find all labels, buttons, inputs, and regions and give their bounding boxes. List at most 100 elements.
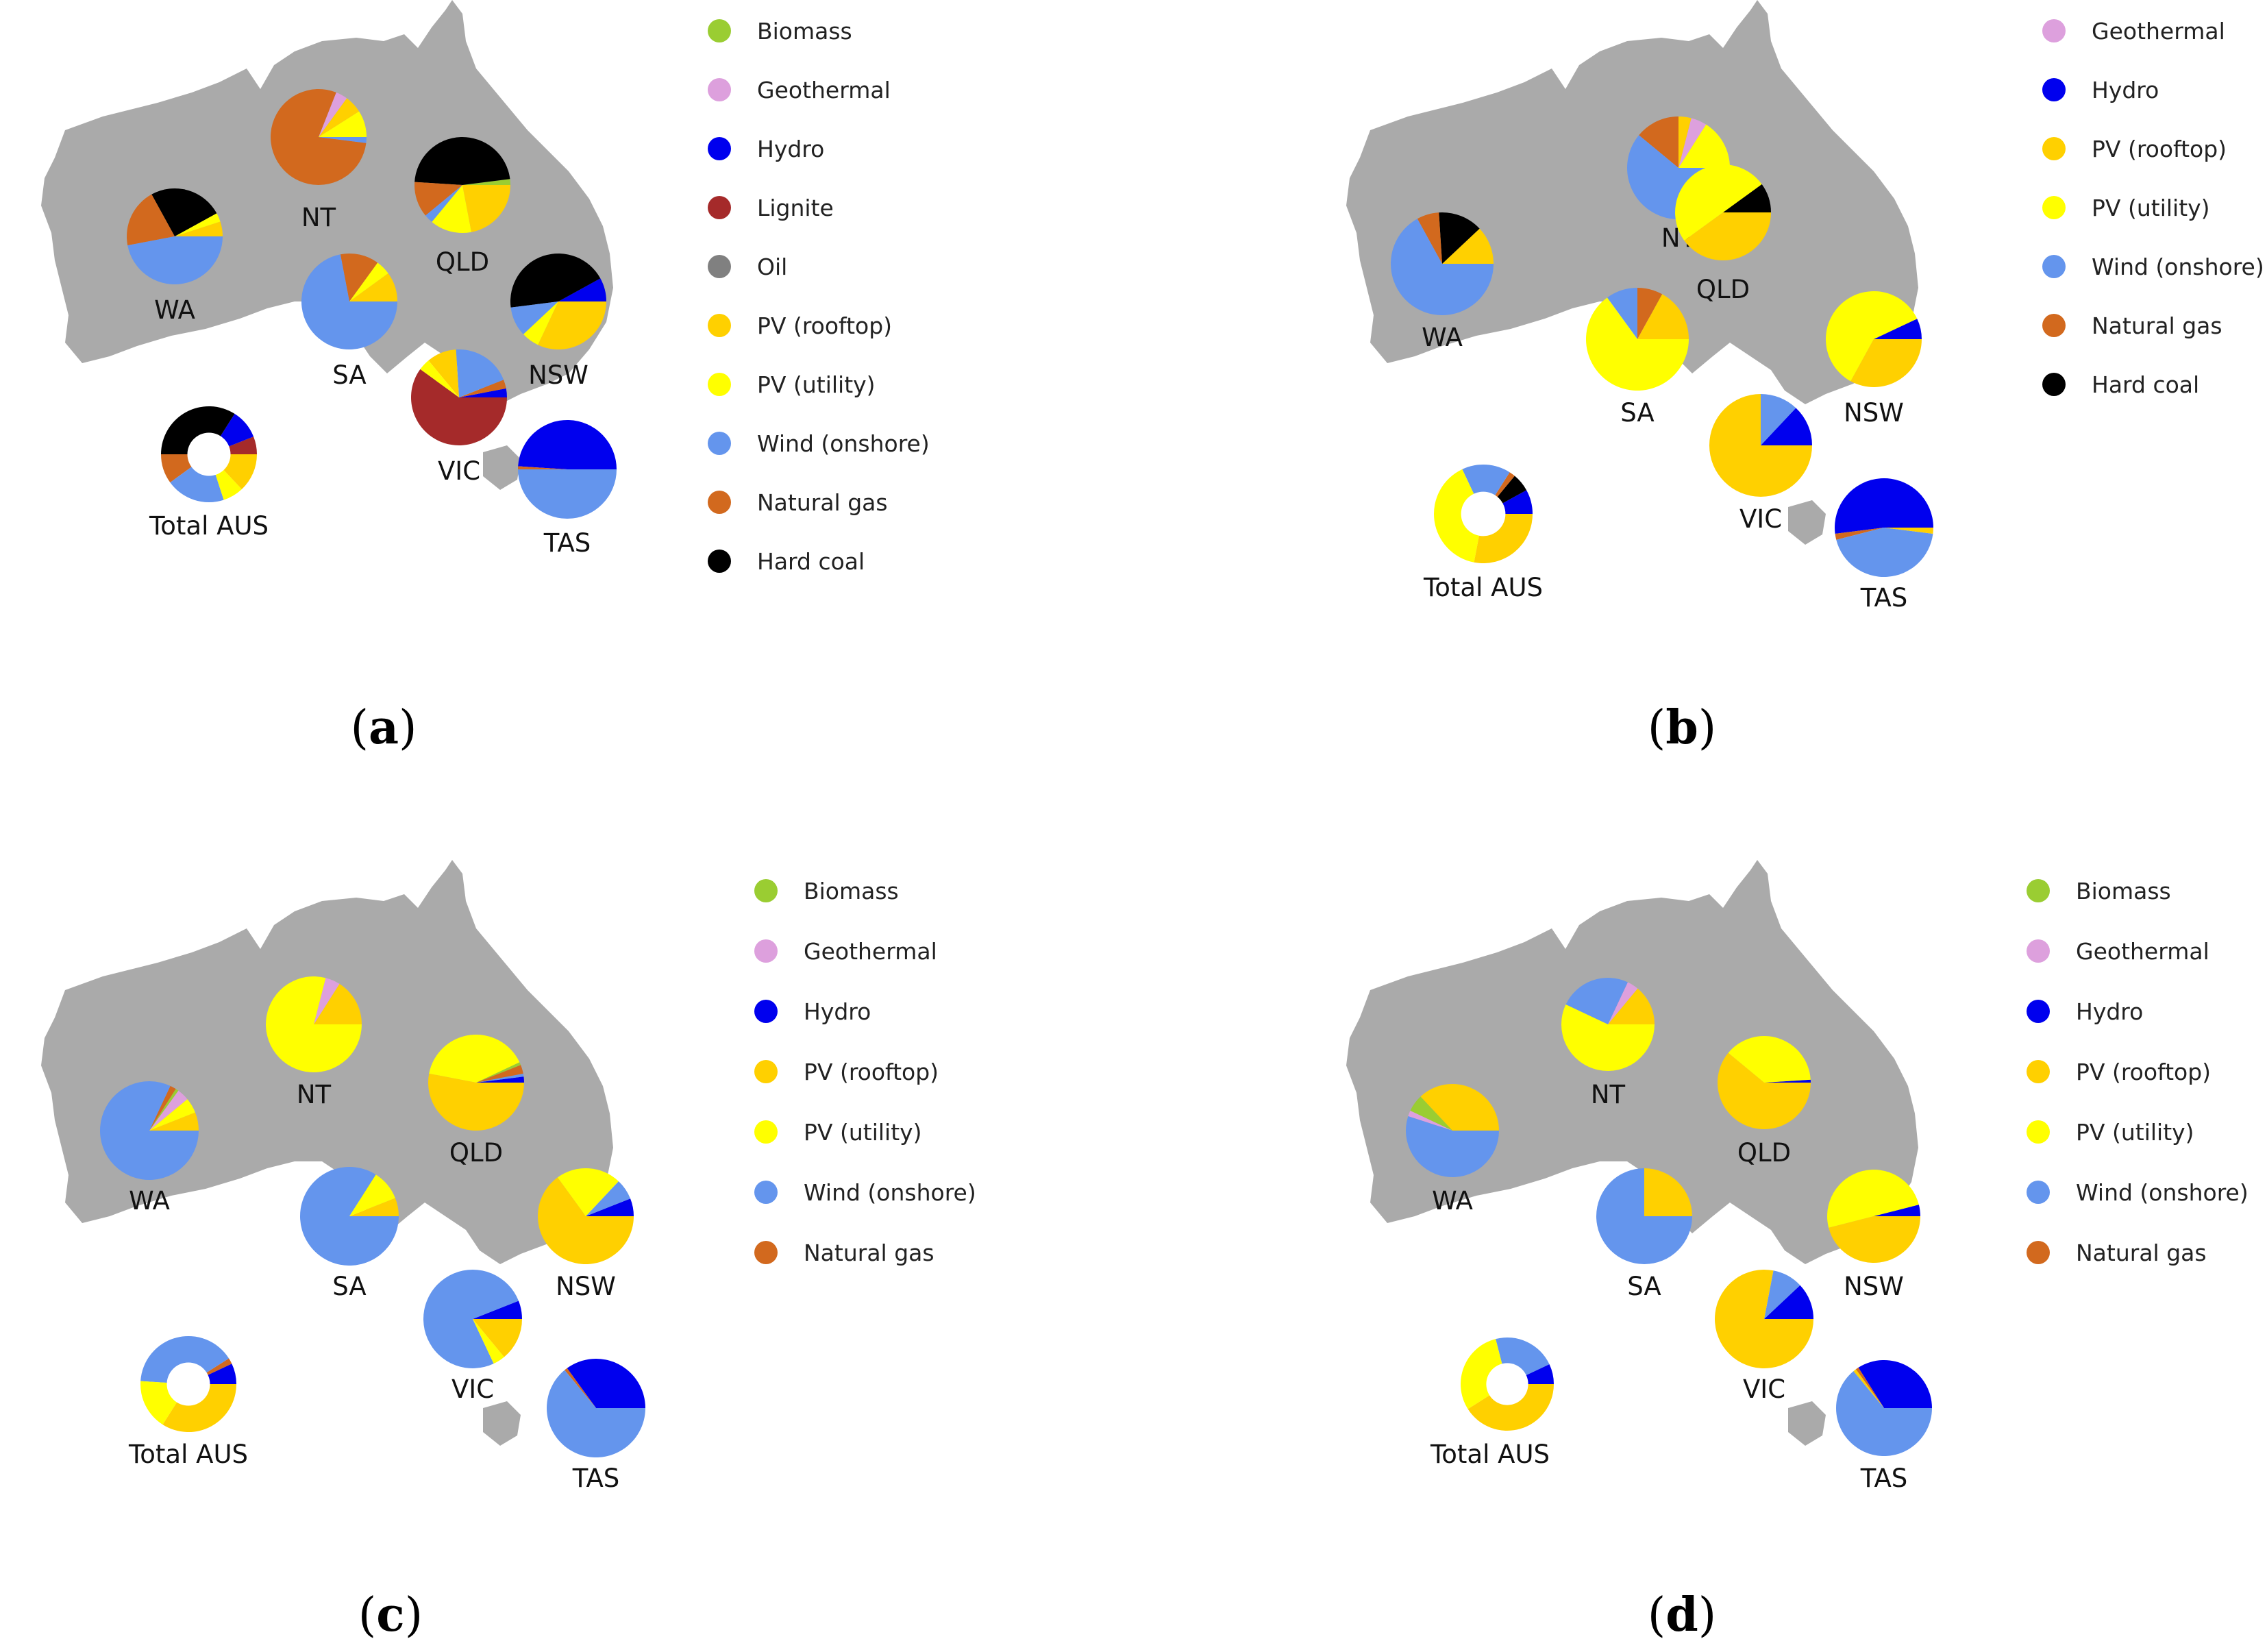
legend-label-biomass: Biomass	[757, 18, 852, 45]
pie-slice-geothermal	[1408, 1111, 1452, 1131]
legend-label-pv-utility: PV (utility)	[804, 1119, 922, 1146]
pie-slice-natural-gas	[149, 1085, 176, 1131]
legend-label-pv-rooftop: PV (rooftop)	[2076, 1059, 2211, 1085]
pie-slice-wind-onshore	[1764, 1270, 1800, 1319]
pie-slice-pv-rooftop	[349, 1198, 399, 1216]
pie-slice-pv-utility	[1434, 469, 1483, 563]
legend-marker-wind-onshore	[2042, 255, 2066, 278]
region-label-vic: VIC	[1739, 504, 1782, 534]
panel-a: NT QLD WA SA NSW VIC TAS Total AUS Biomass Geoth…	[41, 0, 930, 755]
legend-marker-biomass	[754, 879, 778, 902]
pie-qld	[414, 136, 510, 233]
pie-slice-wind-onshore	[140, 1336, 230, 1384]
legend-label-pv-utility: PV (utility)	[757, 371, 876, 398]
pie-slice-pv-rooftop	[1718, 1052, 1811, 1129]
donut-hole	[166, 1362, 210, 1406]
pie-slice-wind-onshore	[547, 1370, 645, 1457]
pie-slice-wind-onshore	[99, 1081, 199, 1180]
pie-nsw	[1826, 291, 1922, 388]
pie-slice-natural-gas	[459, 380, 506, 397]
pie-slice-pv-rooftop	[538, 301, 606, 350]
legend-label-pv-utility: PV (utility)	[2076, 1119, 2194, 1146]
pie-nsw	[510, 253, 606, 350]
pie-qld	[1675, 164, 1771, 260]
legend-marker-biomass	[2027, 879, 2050, 902]
pie-slice-hydro	[476, 1076, 524, 1083]
donut-hole	[1486, 1363, 1528, 1405]
pie-nsw	[1827, 1170, 1920, 1263]
legend-label-biomass: Biomass	[804, 878, 899, 904]
pie-sa	[300, 1167, 399, 1266]
pie-slice-pv-rooftop	[1715, 1270, 1813, 1368]
pie-slice-pv-utility	[1827, 1170, 1919, 1228]
region-label-nsw: NSW	[1844, 398, 1904, 428]
region-label-nt: NT	[297, 1080, 332, 1109]
legend-label-hydro: Hydro	[804, 998, 871, 1025]
legend-marker-biomass	[708, 19, 731, 42]
legend-label-hard-coal: Hard coal	[757, 548, 865, 575]
pie-total-aus	[1434, 465, 1533, 563]
region-label-vic: VIC	[1743, 1374, 1785, 1404]
pie-slice-hydro	[1761, 408, 1812, 445]
pie-slice-hard-coal	[510, 253, 601, 308]
pie-slice-natural-gas	[1835, 528, 1884, 540]
pie-slice-pv-rooftop	[1442, 228, 1494, 264]
legend-marker-geothermal	[2042, 19, 2066, 42]
pie-slice-pv-rooftop	[462, 185, 510, 232]
legend-marker-natural-gas	[2042, 314, 2066, 337]
pie-slice-pv-utility	[349, 262, 388, 301]
region-label-sa: SA	[1627, 1272, 1661, 1301]
legend-label-hydro: Hydro	[2076, 998, 2143, 1025]
pie-slice-hydro	[1874, 319, 1922, 339]
pie-nt	[271, 89, 367, 185]
pie-slice-hydro	[473, 1300, 522, 1319]
pie-slice-pv-rooftop	[473, 1319, 522, 1357]
pie-slice-pv-utility	[1678, 124, 1730, 168]
pie-slice-wind-onshore	[1607, 288, 1637, 339]
pie-slice-geothermal	[319, 92, 347, 137]
pie-slice-pv-rooftop	[1884, 528, 1933, 534]
region-label-total-aus: Total AUS	[128, 1440, 248, 1469]
legend-marker-hard-coal	[2042, 373, 2066, 396]
pie-slice-geothermal	[149, 1090, 188, 1131]
panel-caption-letter: a	[369, 700, 399, 755]
legend-marker-natural-gas	[754, 1241, 778, 1264]
pie-slice-pv-utility	[432, 185, 472, 233]
legend-marker-pv-rooftop	[2027, 1060, 2050, 1083]
pie-slice-wind-onshore	[1596, 1168, 1692, 1264]
pie-nt	[1561, 978, 1655, 1072]
panel-d: NT QLD WA SA NSW VIC TAS Total AUS Biomass Geoth…	[1346, 860, 2249, 1642]
pie-slice-pv-rooftop	[1678, 116, 1692, 168]
region-label-qld: QLD	[449, 1138, 503, 1168]
region-label-nt: NT	[301, 203, 336, 232]
pie-slice-pv-utility	[557, 1168, 619, 1216]
legend-marker-geothermal	[754, 939, 778, 963]
legend-marker-oil	[708, 255, 731, 278]
region-label-total-aus: Total AUS	[1430, 1440, 1550, 1469]
pie-slice-wind-onshore	[300, 1167, 399, 1266]
pie-wa	[1406, 1084, 1499, 1177]
legend-label-natural-gas: Natural gas	[2076, 1240, 2207, 1266]
pie-slice-hard-coal	[151, 188, 217, 236]
pie-slice-natural-gas	[127, 194, 175, 246]
panel-caption: (d)	[1648, 1588, 1717, 1642]
region-label-tas: TAS	[572, 1464, 620, 1493]
legend-marker-wind-onshore	[754, 1181, 778, 1204]
pie-slice-wind-onshore	[423, 1270, 519, 1368]
legend-marker-lignite	[708, 196, 731, 219]
panel-caption: (a)	[350, 700, 417, 755]
legend-marker-pv-utility	[754, 1120, 778, 1144]
region-label-nsw: NSW	[556, 1272, 616, 1301]
pie-slice-hydro	[518, 419, 617, 469]
pie-slice-hydro	[1764, 1079, 1811, 1083]
region-label-sa: SA	[1620, 398, 1654, 428]
pie-slice-wind-onshore	[456, 349, 504, 397]
pie-slice-natural-gas	[1639, 116, 1678, 168]
pie-slice-wind-onshore	[1565, 978, 1628, 1024]
region-label-sa: SA	[332, 360, 366, 390]
pie-slice-wind-onshore	[476, 1073, 524, 1083]
pie-slice-hydro	[567, 1359, 645, 1408]
legend-label-wind-onshore: Wind (onshore)	[804, 1179, 976, 1206]
donut-hole	[1461, 491, 1506, 537]
